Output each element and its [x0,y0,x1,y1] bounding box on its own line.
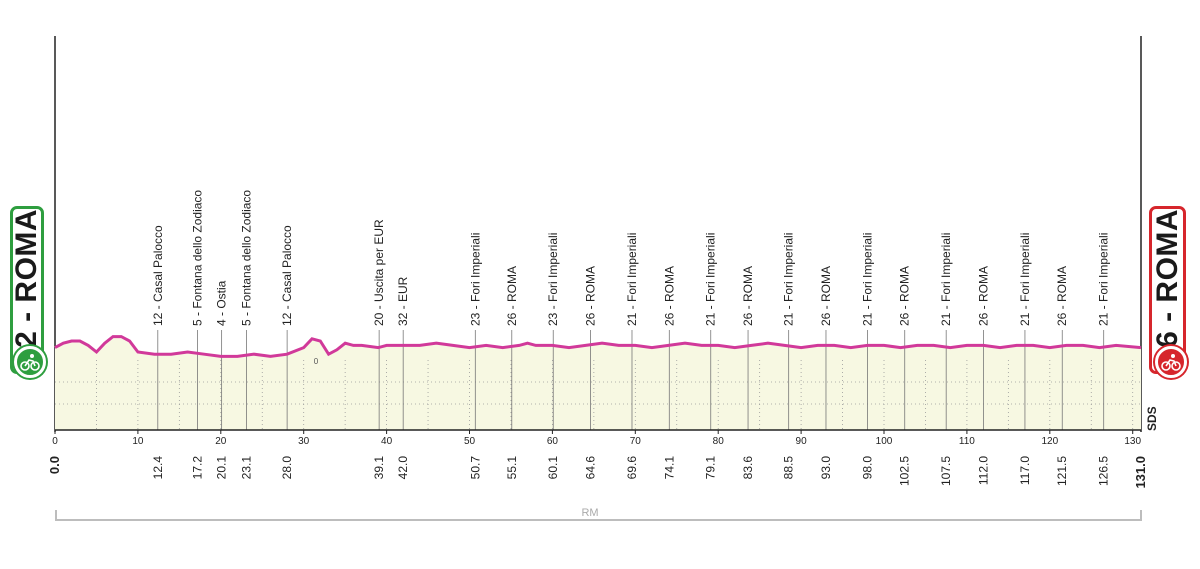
waypoint-label: 26 - ROMA [1055,266,1069,326]
distance-label: 88.5 [782,456,796,480]
waypoint-label: 26 - ROMA [584,266,598,326]
x-tick-label: 30 [298,436,310,447]
distance-label: 102.5 [898,456,912,486]
route-bracket [55,510,1142,521]
x-tick-label: 50 [464,436,476,447]
waypoint-label: 21 - Fori Imperiali [1018,233,1032,326]
distance-label: 79.1 [704,456,718,480]
distance-label: 23.1 [240,456,254,480]
profile-area [55,336,1141,430]
finish-cyclist-icon [1155,346,1187,378]
sds-logo: SDS [1145,406,1159,431]
profile-line [54,335,1142,358]
distance-label: 20.1 [215,456,229,480]
distance-label: 107.5 [939,456,953,486]
distance-label: 39.1 [372,456,386,480]
distance-label: 42.0 [396,456,410,480]
distance-label: 121.5 [1055,456,1069,486]
waypoint-label: 21 - Fori Imperiali [860,233,874,326]
waypoint-label: 12 - Casal Palocco [151,225,165,326]
waypoint-label: 26 - ROMA [976,266,990,326]
start-label: 32 - ROMA [10,208,43,366]
distance-label: 60.1 [546,456,560,480]
distance-label: 64.6 [584,456,598,480]
distance-label: 12.4 [151,456,165,480]
distance-labels: 0.0 12.4 17.2 20.1 23.1 28.0 39.1 42.0 50.7 55.1 6… [47,456,1148,489]
waypoint-label: 23 - Fori Imperiali [468,233,482,326]
sds-logo-text: SDS [1145,406,1159,431]
x-tick-label: 20 [215,436,227,447]
waypoint-label: 26 - ROMA [819,266,833,326]
waypoint-label: 26 - ROMA [662,266,676,326]
distance-label: 69.6 [625,456,639,480]
grid [55,360,1141,430]
distance-label: 98.0 [860,456,874,480]
waypoint-label: 26 - ROMA [505,266,519,326]
route-label: RM [581,507,598,519]
distance-label: 50.7 [468,456,482,480]
distance-label: 131.0 [1133,456,1148,489]
start-cyclist-icon [14,346,46,378]
start-badge: 32 - ROMA [10,206,46,378]
elevation-zero-marker: 0 [314,357,319,366]
distance-label: 126.5 [1097,456,1111,486]
x-tick-label: 120 [1041,436,1058,447]
finish-badge: 26 - ROMA [1149,206,1187,378]
x-tick-label: 80 [713,436,725,447]
x-tick-label: 90 [796,436,808,447]
waypoint-label: 32 - EUR [396,276,410,326]
x-tick-label: 110 [959,436,975,447]
distance-label: 117.0 [1018,456,1032,485]
waypoint-labels: 12 - Casal Palocco 5 - Fontana dello Zodi… [151,190,1111,326]
distance-label: 28.0 [280,456,294,480]
waypoint-label: 21 - Fori Imperiali [625,233,639,326]
waypoint-label: 21 - Fori Imperiali [704,233,718,326]
waypoint-label: 5 - Fontana dello Zodiaco [191,190,205,326]
x-tick-label: 60 [547,436,559,447]
waypoint-label: 21 - Fori Imperiali [782,233,796,326]
waypoint-label: 5 - Fontana dello Zodiaco [240,190,254,326]
distance-label: 17.2 [191,456,205,480]
waypoint-label: 20 - Uscita per EUR [372,219,386,326]
waypoint-label: 23 - Fori Imperiali [546,233,560,326]
waypoint-label: 26 - ROMA [898,266,912,326]
distance-label: 83.6 [741,456,755,480]
x-tick-label: 130 [1124,436,1141,447]
x-axis-ticks: 0 10 20 30 40 50 60 70 80 90 100 110 120 130 [52,430,1141,447]
distance-label: 55.1 [505,456,519,480]
waypoint-label: 21 - Fori Imperiali [939,233,953,326]
waypoint-label: 12 - Casal Palocco [280,225,294,326]
waypoint-label: 4 - Ostia [215,280,229,326]
waypoint-label: 21 - Fori Imperiali [1097,233,1111,326]
distance-label: 0.0 [47,456,62,474]
x-tick-label: 40 [381,436,393,447]
distance-label: 93.0 [819,456,833,480]
x-tick-label: 10 [132,436,144,447]
x-tick-label: 70 [630,436,642,447]
distance-label: 74.1 [662,456,676,480]
x-tick-label: 100 [876,436,893,447]
finish-label: 26 - ROMA [1150,208,1184,366]
x-tick-label: 0 [52,436,58,447]
waypoint-label: 26 - ROMA [741,266,755,326]
distance-label: 112.0 [976,456,990,485]
